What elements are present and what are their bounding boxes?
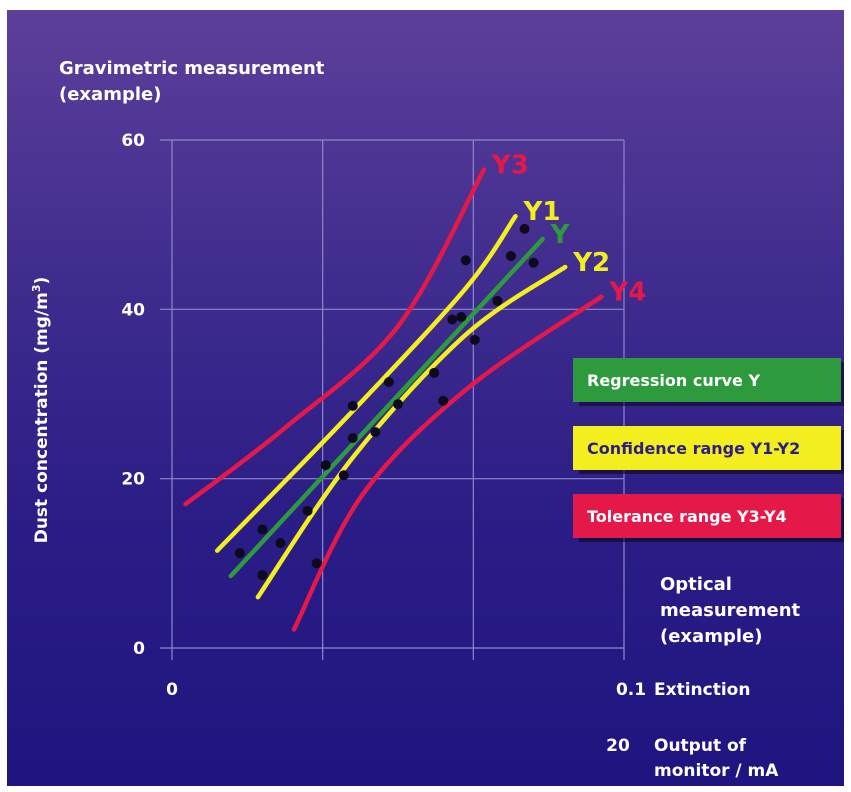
curve-label-y4: Y4 xyxy=(608,278,646,308)
data-point-8 xyxy=(347,433,358,444)
chart-panel: 0 20 40 60 Y Y1 Y2 Y3 Y4 Regression curve Y Conf… xyxy=(7,10,844,786)
x-scale-label-output-line-2: monitor / mA xyxy=(654,761,779,781)
curve-label-y2: Y2 xyxy=(572,248,610,278)
x-axis-title-line-3: (example) xyxy=(660,626,762,647)
data-point-20 xyxy=(506,250,516,261)
data-points xyxy=(234,223,539,581)
series-curves xyxy=(183,167,604,632)
y-axis-title-close: ) xyxy=(32,277,52,285)
data-point-15 xyxy=(447,314,458,325)
x-axis-title-line-1: Optical xyxy=(660,574,732,595)
data-point-6 xyxy=(320,460,331,471)
legend-label-1: Confidence range Y1-Y2 xyxy=(587,439,800,458)
y-axis-title-main: Dust concentration (mg/m xyxy=(32,292,52,543)
data-point-3 xyxy=(275,538,286,549)
x-scale-value-output: 20 xyxy=(606,736,630,756)
data-point-9 xyxy=(347,400,358,411)
y-axis-title: Dust concentration (mg/m3) xyxy=(30,277,52,544)
y-axis-title-superscript: 3 xyxy=(30,284,43,292)
data-point-10 xyxy=(370,427,381,438)
curve-label-y3: Y3 xyxy=(491,151,529,181)
data-point-16 xyxy=(456,311,467,322)
curve-y1 xyxy=(214,213,518,553)
legend-label-0: Regression curve Y xyxy=(587,371,760,390)
data-point-2 xyxy=(257,570,268,581)
y-tick-label-40: 40 xyxy=(121,300,145,320)
data-point-11 xyxy=(383,377,394,388)
data-point-13 xyxy=(429,367,440,378)
legend-swatch-1 xyxy=(573,426,841,470)
y-axis: 0 20 40 60 xyxy=(121,131,145,659)
series-labels: YY1 Y2 Y3 Y4 xyxy=(491,151,646,308)
curve-y4 xyxy=(291,294,604,632)
y-tick-label-20: 20 xyxy=(121,470,145,490)
curve-y3 xyxy=(183,167,487,507)
data-point-14 xyxy=(438,395,449,406)
data-point-0 xyxy=(234,548,245,559)
top-label-line-2: (example) xyxy=(59,84,161,105)
legend-label-2: Tolerance range Y3-Y4 xyxy=(587,507,787,526)
x-zero-label: 0 xyxy=(166,680,178,700)
x-axis-title-line-2: measurement xyxy=(660,600,801,621)
curve-label-y1: Y1 xyxy=(523,197,561,227)
curve-y xyxy=(228,236,545,579)
data-point-17 xyxy=(460,255,471,266)
data-point-12 xyxy=(393,399,403,410)
data-point-1 xyxy=(257,524,268,535)
legend-swatch-2 xyxy=(573,494,841,538)
top-label-line-1: Gravimetric measurement xyxy=(59,58,325,79)
curve-y2 xyxy=(255,264,568,600)
data-point-4 xyxy=(302,505,313,516)
data-point-18 xyxy=(469,334,480,345)
legend-swatch-0 xyxy=(573,358,841,402)
grid xyxy=(160,139,625,660)
data-point-7 xyxy=(338,470,349,481)
legend: Regression curve Y Confidence range Y1-Y2… xyxy=(573,358,844,542)
y-tick-label-0: 0 xyxy=(133,639,145,659)
curve-label-y: Y xyxy=(550,220,571,250)
data-point-5 xyxy=(311,558,322,569)
data-point-19 xyxy=(492,295,503,306)
data-point-21 xyxy=(519,223,530,234)
chart-svg: 0 20 40 60 YY1 Y2 Y3 Y4 Regression curve Y Conf… xyxy=(30,58,844,781)
y-tick-label-60: 60 xyxy=(121,131,145,151)
x-scale-label-extinction: Extinction xyxy=(654,680,750,700)
data-point-22 xyxy=(528,257,539,268)
x-scale-label-output-line-1: Output of xyxy=(654,736,747,756)
x-scale-value-extinction: 0.1 xyxy=(616,680,646,700)
